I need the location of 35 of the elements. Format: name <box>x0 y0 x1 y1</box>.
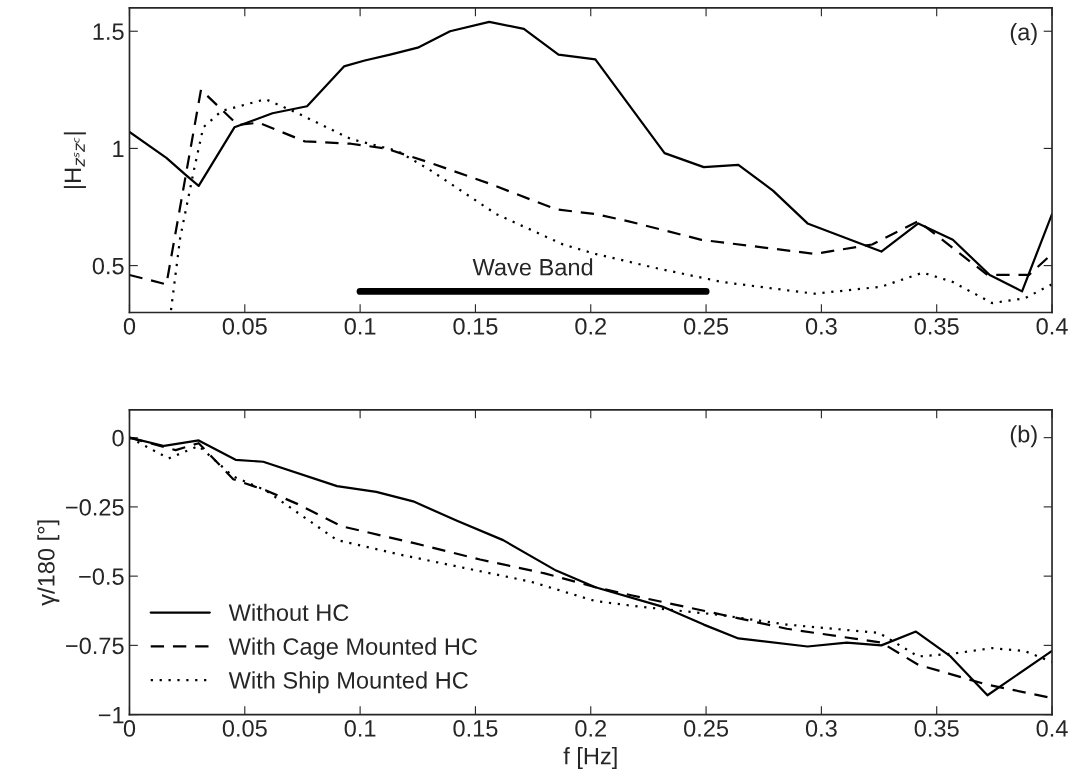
x-tick-label: 0.05 <box>222 317 267 335</box>
x-tick-label: 0.35 <box>914 317 959 335</box>
x-tick-label: 0.25 <box>684 720 729 737</box>
x-tick-label: 0.2 <box>575 317 606 335</box>
x-tick-label: 0.05 <box>222 720 267 737</box>
x-tick-label: 0.35 <box>914 720 959 737</box>
y-axis-title: γ/180 [°] <box>37 520 60 606</box>
y-axis-title: |H$_{zˢzᶜ}$| <box>63 132 86 189</box>
legend-label: With Ship Mounted HC <box>228 671 468 694</box>
annotation: (a) <box>1010 23 1037 46</box>
y-tick-label: 1.5 <box>93 23 124 41</box>
x-tick-label: 0.4 <box>1036 317 1068 335</box>
y-tick-label: −0.75 <box>66 637 124 655</box>
x-tick-label: 0 <box>123 720 136 737</box>
legend-label: Without HC <box>228 603 349 622</box>
y-tick-label: −0.5 <box>79 568 124 585</box>
annotation: Wave Band <box>472 258 593 276</box>
y-tick-label: −0.25 <box>66 498 124 516</box>
y-tick-label: −1 <box>98 706 124 724</box>
y-tick-label: 0 <box>112 429 124 447</box>
legend-label: With Cage Mounted HC <box>228 637 478 660</box>
x-tick-label: 0.15 <box>453 317 498 335</box>
x-tick-label: 0.3 <box>805 317 837 335</box>
y-tick-label: 0.5 <box>92 257 124 275</box>
annotation: (b) <box>1010 425 1037 448</box>
x-tick-label: 0.3 <box>805 720 837 737</box>
x-tick-label: 0 <box>123 317 136 335</box>
x-axis-title: f [Hz] <box>563 747 617 770</box>
x-tick-label: 0.15 <box>453 720 498 737</box>
x-tick-label: 0.25 <box>684 317 729 335</box>
x-tick-label: 0.2 <box>575 720 606 737</box>
x-tick-label: 0.1 <box>344 720 376 737</box>
x-tick-label: 0.1 <box>344 317 376 335</box>
y-tick-label: 1 <box>113 140 124 157</box>
x-tick-label: 0.4 <box>1036 720 1068 737</box>
